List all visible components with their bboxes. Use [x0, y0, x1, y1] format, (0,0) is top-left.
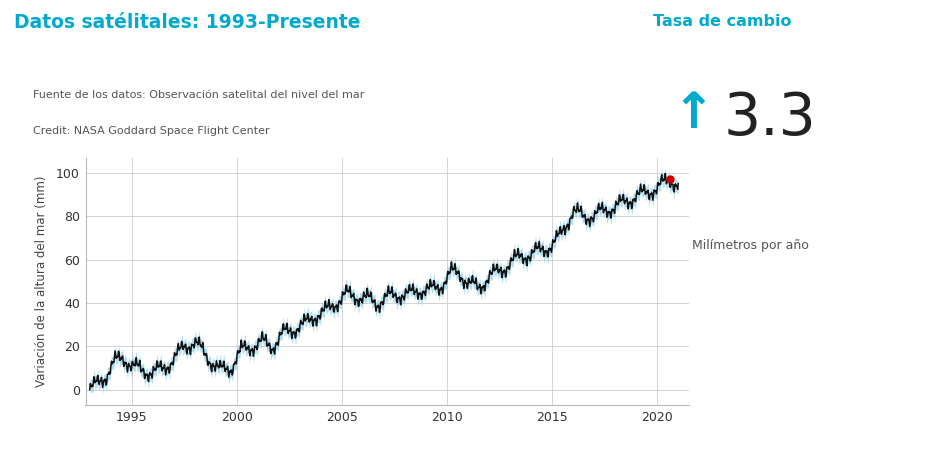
- Text: Credit: NASA Goddard Space Flight Center: Credit: NASA Goddard Space Flight Center: [33, 126, 270, 136]
- Text: ↑: ↑: [673, 90, 714, 138]
- Y-axis label: Variación de la altura del mar (mm): Variación de la altura del mar (mm): [35, 176, 48, 387]
- Text: Datos satélitales: 1993-Presente: Datos satélitales: 1993-Presente: [14, 14, 361, 32]
- Text: Tasa de cambio: Tasa de cambio: [653, 14, 791, 28]
- Point: [662, 176, 677, 183]
- Text: 3.3: 3.3: [723, 90, 816, 147]
- Text: Fuente de los datos: Observación satelital del nivel del mar: Fuente de los datos: Observación satelit…: [33, 90, 365, 100]
- Text: Milímetros por año: Milímetros por año: [692, 238, 809, 252]
